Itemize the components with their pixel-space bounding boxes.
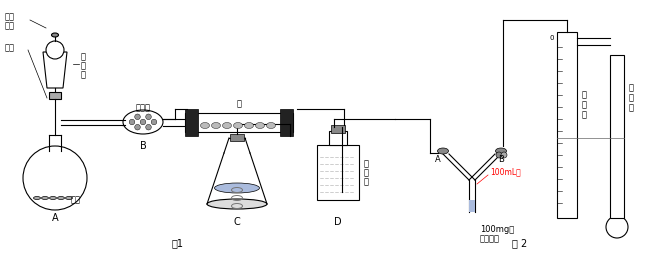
Bar: [317, 145, 359, 199]
Ellipse shape: [495, 148, 506, 154]
Text: 锌粒: 锌粒: [71, 196, 81, 204]
Ellipse shape: [57, 197, 64, 199]
Text: 硫: 硫: [364, 168, 369, 178]
Circle shape: [135, 114, 140, 120]
Ellipse shape: [214, 183, 259, 193]
Polygon shape: [43, 52, 67, 88]
Text: 分液: 分液: [5, 12, 15, 22]
Text: 图 2: 图 2: [512, 238, 528, 248]
Text: 酸: 酸: [81, 71, 86, 80]
Text: 管: 管: [629, 103, 634, 113]
Ellipse shape: [608, 220, 626, 234]
Text: A: A: [52, 213, 58, 223]
Bar: [612, 138, 622, 216]
Text: A: A: [435, 155, 441, 165]
Text: 钙: 钙: [237, 100, 242, 108]
Ellipse shape: [244, 122, 254, 129]
Text: 浓: 浓: [364, 160, 369, 168]
Text: 100mL水: 100mL水: [490, 167, 521, 177]
Circle shape: [146, 124, 151, 130]
Text: 活塞: 活塞: [5, 43, 15, 53]
Circle shape: [606, 216, 628, 238]
Text: C: C: [233, 217, 240, 227]
Text: B: B: [140, 141, 146, 151]
Circle shape: [46, 41, 64, 59]
Text: 化钙样品: 化钙样品: [480, 234, 500, 244]
Circle shape: [496, 152, 502, 158]
Text: 量: 量: [582, 90, 587, 100]
Text: 水: 水: [629, 84, 634, 92]
Bar: [331, 124, 345, 133]
Bar: [185, 109, 198, 136]
Ellipse shape: [207, 199, 267, 209]
Bar: [557, 32, 577, 218]
Ellipse shape: [211, 122, 220, 129]
Circle shape: [135, 124, 140, 130]
Text: 管: 管: [582, 110, 587, 119]
Text: 100mg氢: 100mg氢: [480, 226, 514, 234]
Bar: [559, 138, 575, 216]
Circle shape: [151, 119, 157, 125]
Ellipse shape: [51, 33, 58, 37]
Bar: [49, 92, 61, 99]
Bar: [230, 134, 244, 141]
Text: 气: 气: [582, 101, 587, 109]
Bar: [319, 152, 357, 195]
Bar: [469, 200, 475, 212]
Ellipse shape: [66, 197, 73, 199]
Text: 准: 准: [629, 93, 634, 103]
Bar: [329, 131, 347, 145]
Text: D: D: [334, 217, 342, 227]
Circle shape: [501, 152, 507, 158]
Text: 图1: 图1: [172, 238, 184, 248]
Ellipse shape: [437, 148, 448, 154]
Ellipse shape: [200, 122, 209, 129]
Ellipse shape: [42, 197, 49, 199]
Ellipse shape: [266, 122, 276, 129]
Text: B: B: [498, 155, 504, 165]
Text: 酸: 酸: [364, 178, 369, 186]
Text: 漏斗: 漏斗: [5, 22, 15, 30]
Ellipse shape: [123, 110, 163, 134]
Circle shape: [146, 114, 151, 120]
Ellipse shape: [233, 122, 242, 129]
Circle shape: [129, 119, 135, 125]
Text: 0: 0: [549, 35, 554, 41]
Ellipse shape: [23, 146, 87, 210]
Text: 稀: 稀: [81, 53, 86, 61]
Ellipse shape: [255, 122, 265, 129]
Ellipse shape: [34, 197, 40, 199]
Bar: [280, 109, 293, 136]
Bar: [610, 55, 624, 218]
Ellipse shape: [49, 197, 57, 199]
Ellipse shape: [222, 122, 231, 129]
Circle shape: [140, 119, 146, 125]
Bar: [185, 113, 293, 132]
Text: 盐: 盐: [81, 61, 86, 71]
Text: 碱石灰: 碱石灰: [135, 103, 151, 113]
